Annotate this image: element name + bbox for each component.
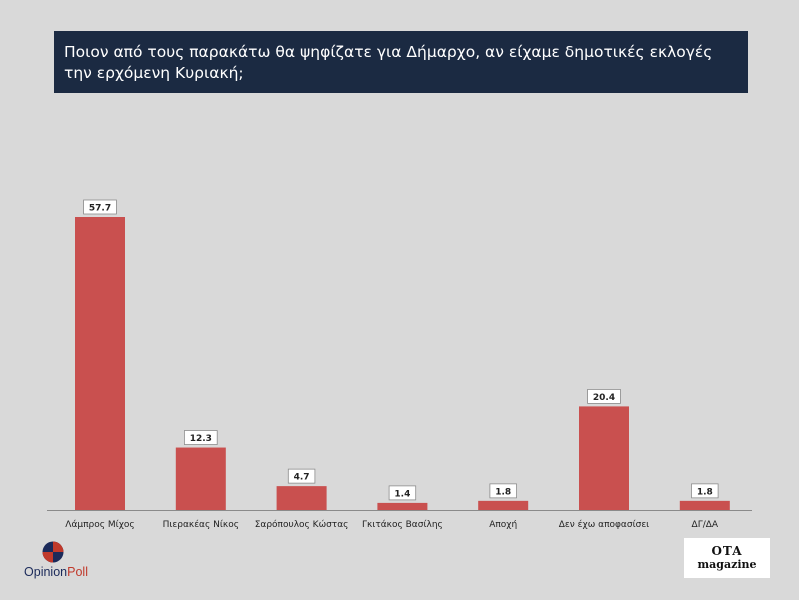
- data-label: 1.8: [495, 487, 511, 497]
- opinion-poll-word-b: Poll: [67, 565, 88, 579]
- ota-logo-line1: OTA: [711, 544, 743, 558]
- data-label-box: [83, 199, 117, 215]
- category-label: Δεν έχω αποφασίσει: [559, 519, 649, 530]
- bar: [377, 502, 428, 510]
- opinion-poll-logo: OpinionPoll: [16, 538, 96, 588]
- data-label-box: [489, 483, 517, 499]
- ota-magazine-logo: OTA magazine: [684, 538, 770, 578]
- data-label: 4.7: [294, 473, 310, 483]
- category-label: Γκιτάκος Βασίλης: [362, 520, 443, 530]
- data-label-box: [388, 485, 417, 501]
- opinion-poll-mark-icon: [42, 541, 64, 563]
- chart-title: Ποιον από τους παρακάτω θα ψηφίζατε για …: [54, 31, 748, 93]
- bar: [75, 217, 125, 510]
- category-label: ΔΓ/ΔΑ: [692, 520, 719, 530]
- data-label: 12.3: [190, 434, 212, 444]
- data-label: 1.8: [697, 487, 713, 497]
- data-label-box: [691, 483, 719, 499]
- bar: [679, 500, 730, 510]
- bar: [276, 486, 327, 510]
- data-label: 1.4: [394, 489, 410, 499]
- ota-logo-line2: magazine: [697, 558, 757, 571]
- bar: [579, 406, 629, 510]
- category-label: Σαρόπουλος Κώστας: [255, 519, 349, 530]
- data-label-box: [587, 389, 621, 404]
- category-label: Πιερακέας Νίκος: [163, 519, 239, 530]
- data-label: 57.7: [89, 204, 111, 214]
- data-label-box: [287, 468, 316, 484]
- data-label: 20.4: [593, 393, 615, 403]
- category-label: Λάμπρος Μίχος: [65, 520, 134, 530]
- data-label-box: [183, 430, 218, 445]
- category-label: Αποχή: [489, 520, 517, 530]
- opinion-poll-word-a: Opinion: [24, 565, 68, 579]
- bar: [175, 447, 226, 510]
- bar: [478, 500, 529, 510]
